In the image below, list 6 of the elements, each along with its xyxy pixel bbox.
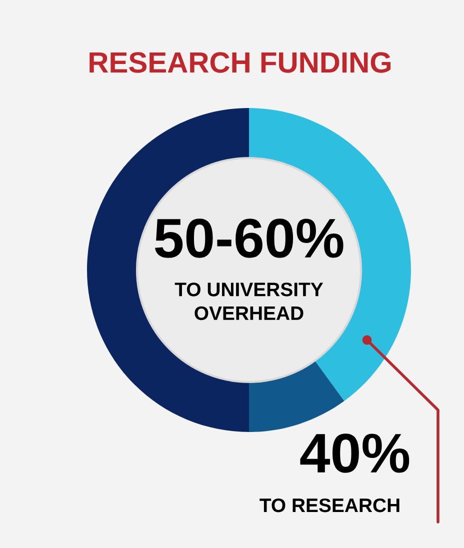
text: TO UNIVERSITY OVERHEAD [174,282,324,320]
donut-slice [249,360,344,432]
text: TO RESEARCH [260,498,400,512]
chart-title: RESEARCH FUNDING [90,52,391,73]
text: 40% [300,434,410,473]
text: 50-60% [154,218,344,258]
